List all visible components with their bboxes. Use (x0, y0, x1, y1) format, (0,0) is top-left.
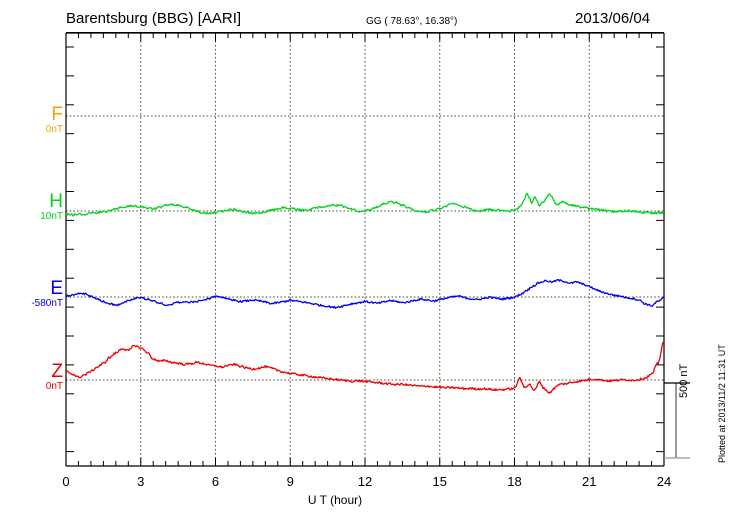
component-symbol-e: E (50, 278, 63, 299)
trace-e (65, 278, 665, 309)
page-title: Barentsburg (BBG) [AARI] (66, 10, 242, 27)
component-baseline-f: 0nT (45, 124, 63, 135)
x-tick-label: 21 (582, 474, 597, 489)
x-tick-label: 12 (357, 474, 373, 489)
x-tick-label: 15 (432, 474, 447, 489)
component-baseline-e: -580nT (31, 298, 63, 309)
x-tick-label: 0 (62, 474, 70, 489)
x-tick-label: 24 (656, 474, 672, 489)
scale-bar-label: 500 nT (678, 363, 690, 398)
x-tick-label: 3 (137, 474, 145, 489)
component-label-f: F 0nT (18, 105, 63, 136)
plotted-at-label: Plotted at 2013/11/2 11:31 UT (717, 344, 727, 463)
x-tick-label: 18 (507, 474, 522, 489)
component-symbol-h: H (49, 191, 63, 212)
x-axis-title: U T (hour) (0, 493, 730, 507)
observation-date: 2013/06/04 (575, 10, 651, 27)
x-tick-label: 9 (286, 474, 294, 489)
component-label-e: E -580nT (8, 279, 63, 310)
trace-h (65, 192, 665, 217)
geographic-coordinates: GG ( 78.63°, 16.38°) (366, 16, 458, 27)
component-baseline-z: 0nT (45, 381, 63, 392)
component-label-z: Z 0nT (18, 362, 63, 393)
x-axis-title-text: U T (hour) (307, 493, 363, 507)
x-tick-label: 6 (211, 474, 220, 489)
component-label-h: H 10nT (18, 192, 63, 223)
component-symbol-z: Z (51, 361, 63, 382)
trace-z (65, 341, 665, 394)
component-baseline-h: 10nT (40, 211, 63, 222)
component-symbol-f: F (51, 104, 63, 125)
